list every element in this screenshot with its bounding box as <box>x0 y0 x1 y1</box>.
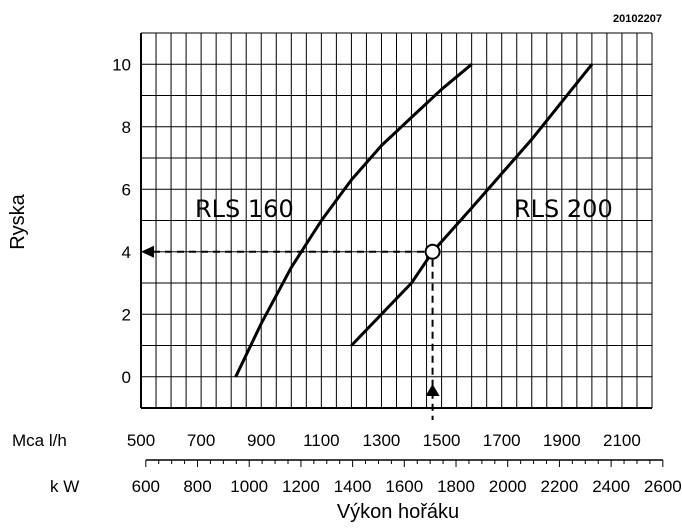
y-tick-label: 8 <box>122 118 131 137</box>
arrow-up-marker <box>425 384 440 396</box>
kw-axis-label: k W <box>50 477 79 496</box>
mcal-tick-label: 900 <box>247 431 275 450</box>
series-line-rls160 <box>234 63 473 378</box>
operating-point-marker <box>424 243 441 260</box>
y-tick-label: 4 <box>122 243 131 262</box>
kw-tick-label: 2600 <box>644 477 682 496</box>
series-label-rls160: RLS 160 <box>195 195 294 223</box>
mcal-tick-label: 500 <box>127 431 155 450</box>
mcal-axis: Mca l/h 500 700 900 1100 1300 1500 1700 1900 2100 <box>12 431 641 450</box>
y-tick-label: 0 <box>122 368 131 387</box>
y-tick-label: 6 <box>122 180 131 199</box>
mcal-tick-label: 700 <box>187 431 215 450</box>
mcal-tick-label: 1300 <box>363 431 401 450</box>
kw-tick-label: 1200 <box>282 477 320 496</box>
series-line-rls200 <box>350 63 594 347</box>
mcal-tick-label: 1100 <box>303 431 340 450</box>
kw-axis: k W 600 800 1000 1200 1400 1600 1800 2000 2200 240… <box>50 459 682 496</box>
kw-tick-label: 600 <box>132 477 160 496</box>
kw-tick-label: 800 <box>183 477 211 496</box>
mcal-tick-label: 1900 <box>543 431 581 450</box>
y-tick-label: 2 <box>122 305 131 324</box>
y-tick-labels: 0 2 4 6 8 10 <box>112 55 131 387</box>
curves <box>234 63 594 378</box>
mcal-axis-label: Mca l/h <box>12 431 67 450</box>
mcal-tick-label: 2100 <box>603 431 641 450</box>
kw-tick-label: 2400 <box>592 477 630 496</box>
x-axis-title: Výkon hořáku <box>337 501 459 523</box>
mcal-tick-label: 1500 <box>423 431 461 450</box>
reading-guides <box>141 243 441 420</box>
y-axis-title: Ryska <box>7 193 29 249</box>
y-tick-label: 10 <box>112 55 131 74</box>
kw-tick-label: 1000 <box>230 477 268 496</box>
kw-tick-label: 1400 <box>334 477 372 496</box>
arrow-left-marker <box>141 245 154 258</box>
kw-tick-label: 2200 <box>541 477 579 496</box>
kw-tick-label: 1800 <box>437 477 475 496</box>
kw-tick-label: 2000 <box>489 477 527 496</box>
mcal-tick-label: 1700 <box>483 431 521 450</box>
kw-tick-label: 1600 <box>385 477 423 496</box>
series-label-rls200: RLS 200 <box>514 195 613 223</box>
drawing-code: 20102207 <box>613 13 662 25</box>
